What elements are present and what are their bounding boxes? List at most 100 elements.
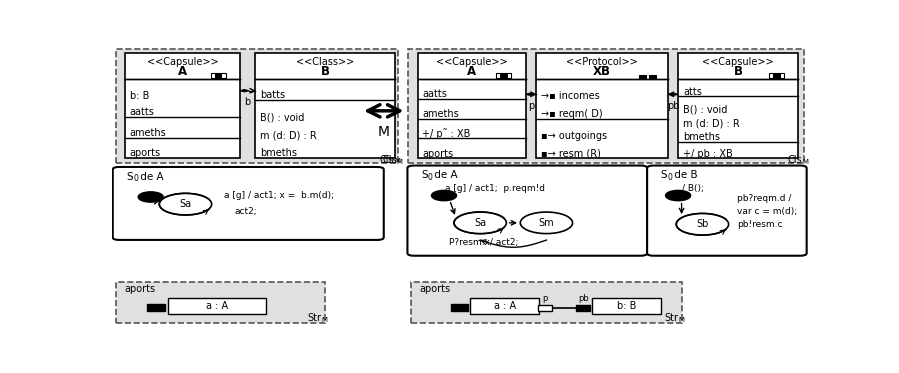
Text: a [g] / act1; x =  b.m(d);: a [g] / act1; x = b.m(d);	[224, 191, 334, 200]
Text: batts: batts	[260, 90, 285, 100]
Text: →▪ reqm( D): →▪ reqm( D)	[541, 109, 602, 119]
Text: Cls: Cls	[380, 155, 395, 165]
Text: p: p	[542, 294, 547, 303]
Text: aatts: aatts	[423, 90, 448, 100]
Text: b: B: b: B	[617, 301, 636, 311]
Text: / B();: / B();	[681, 184, 704, 193]
Text: b: B: b: B	[129, 91, 149, 101]
Text: pb: pb	[667, 101, 680, 111]
Text: A: A	[467, 66, 476, 78]
Bar	[773, 74, 779, 77]
Text: S: S	[661, 170, 667, 181]
Circle shape	[138, 192, 164, 202]
Bar	[470, 298, 539, 314]
Text: <<Capsule>>: <<Capsule>>	[702, 57, 774, 68]
Polygon shape	[526, 93, 535, 95]
Text: de B: de B	[672, 170, 698, 181]
Text: de A: de A	[137, 172, 164, 182]
Text: Cls: Cls	[382, 155, 396, 165]
Ellipse shape	[159, 193, 211, 215]
FancyBboxPatch shape	[647, 166, 806, 256]
Text: act2;: act2;	[235, 207, 257, 216]
Text: B: B	[734, 66, 743, 78]
Text: 0: 0	[133, 175, 138, 184]
Text: 0: 0	[668, 173, 672, 182]
Text: bmeths: bmeths	[683, 132, 720, 142]
Text: aports: aports	[423, 149, 453, 159]
Bar	[769, 73, 784, 78]
Text: aports: aports	[129, 148, 161, 159]
Ellipse shape	[521, 212, 573, 233]
Bar	[125, 53, 240, 158]
Bar	[576, 305, 591, 311]
Text: <<Capsule>>: <<Capsule>>	[147, 57, 218, 68]
Bar	[639, 75, 646, 78]
Text: +/ pb : XB: +/ pb : XB	[683, 149, 733, 159]
Bar	[592, 298, 662, 314]
Text: Str: Str	[665, 313, 679, 323]
Text: aports: aports	[419, 284, 450, 294]
Bar	[210, 73, 226, 78]
Text: XB: XB	[593, 66, 611, 78]
Bar	[417, 53, 526, 158]
Text: →▪ incomes: →▪ incomes	[541, 91, 600, 101]
Text: pb: pb	[578, 294, 589, 303]
Text: M: M	[322, 317, 327, 323]
Bar	[116, 282, 325, 323]
Text: var c = m(d);: var c = m(d);	[737, 207, 797, 216]
FancyBboxPatch shape	[407, 166, 647, 256]
Bar	[215, 74, 221, 77]
Text: P?resm.x/ act2;: P?resm.x/ act2;	[449, 238, 518, 247]
Bar	[496, 73, 512, 78]
Text: Sa: Sa	[180, 199, 191, 209]
Text: M: M	[395, 159, 401, 164]
Text: Str: Str	[307, 313, 322, 323]
Text: p: p	[528, 101, 534, 111]
Polygon shape	[669, 93, 678, 95]
Bar	[408, 49, 804, 163]
Text: M: M	[396, 159, 403, 164]
Text: m (d: D) : R: m (d: D) : R	[260, 131, 316, 140]
Text: B: B	[320, 66, 329, 78]
Text: Sm: Sm	[539, 218, 555, 228]
Bar	[539, 305, 552, 311]
Text: +/ p˜ : XB: +/ p˜ : XB	[423, 128, 471, 140]
Text: pb?reqm.d /: pb?reqm.d /	[737, 194, 792, 203]
Text: Cls: Cls	[788, 155, 802, 165]
Text: a : A: a : A	[494, 301, 516, 311]
Bar	[451, 304, 468, 311]
Text: ameths: ameths	[129, 128, 166, 138]
Text: Sb: Sb	[697, 219, 708, 229]
Bar	[168, 298, 266, 314]
Text: m (d: D) : R: m (d: D) : R	[683, 119, 740, 129]
Text: de A: de A	[432, 170, 458, 181]
Text: 0: 0	[428, 173, 432, 182]
Text: A: A	[178, 66, 187, 78]
Text: a [g] / act1;  p.reqm!d: a [g] / act1; p.reqm!d	[445, 184, 546, 193]
Polygon shape	[240, 90, 249, 92]
Text: ameths: ameths	[423, 109, 459, 119]
Text: S: S	[126, 172, 133, 182]
Text: B() : void: B() : void	[260, 113, 305, 123]
Text: Sa: Sa	[474, 218, 486, 228]
FancyBboxPatch shape	[112, 167, 384, 240]
Text: aatts: aatts	[129, 107, 155, 117]
Bar	[536, 53, 668, 158]
Text: <<Capsule>>: <<Capsule>>	[436, 57, 507, 68]
Bar	[411, 282, 682, 323]
Text: M: M	[802, 159, 808, 164]
Text: bmeths: bmeths	[260, 148, 297, 158]
Bar	[649, 75, 656, 78]
Text: a : A: a : A	[206, 301, 228, 311]
Text: <<Class>>: <<Class>>	[296, 57, 354, 68]
Circle shape	[432, 190, 457, 201]
Text: S: S	[421, 170, 428, 181]
Bar	[501, 74, 507, 77]
Text: aports: aports	[124, 284, 156, 294]
Circle shape	[665, 190, 690, 201]
Ellipse shape	[676, 213, 728, 235]
Text: B() : void: B() : void	[683, 105, 727, 115]
Text: <<Protocol>>: <<Protocol>>	[566, 57, 638, 68]
Bar	[678, 53, 798, 158]
Text: M: M	[679, 317, 685, 323]
